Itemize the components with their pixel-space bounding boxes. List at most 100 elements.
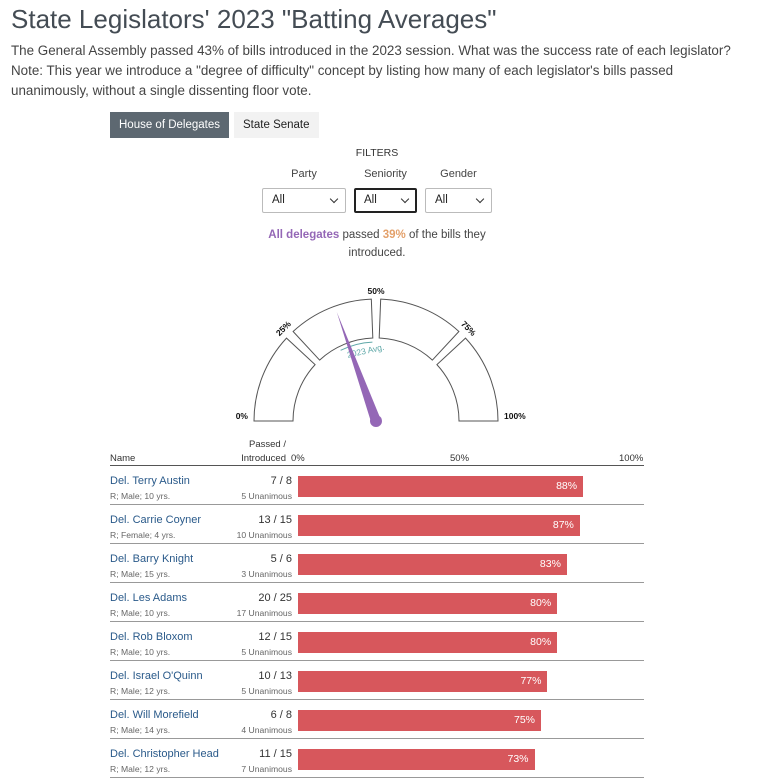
passed-introduced: 20 / 25 [258, 592, 292, 604]
gender-filter-label: Gender [440, 168, 477, 180]
summary-text: All delegates passed 39% of the bills th… [262, 226, 492, 262]
pass-rate-bar: 80% [298, 632, 558, 653]
gauge-needle-hub [370, 415, 382, 427]
row-divider [110, 621, 644, 622]
legislator-name-link[interactable]: Del. Christopher Head [110, 748, 219, 760]
tab-state-senate[interactable]: State Senate [234, 112, 319, 138]
gauge-chart: 2023 Avg. 0% 25% 50% 75% 100% [236, 286, 526, 427]
column-header-introduced: Introduced [241, 453, 286, 464]
summary-tail: of the bills they introduced. [348, 229, 486, 259]
gauge-label-75: 75% [459, 319, 478, 338]
pass-rate-bar: 87% [298, 515, 580, 536]
party-select-value: All [272, 194, 285, 206]
row-divider [110, 738, 644, 739]
pass-rate-bar: 80% [298, 593, 558, 614]
unanimous-count: 10 Unanimous [236, 530, 292, 540]
unanimous-count: 7 Unanimous [241, 764, 292, 774]
legislator-meta: R; Male; 10 yrs. [110, 491, 171, 501]
pass-rate-bar: 83% [298, 554, 567, 575]
table-row: Del. Carrie Coyner R; Female; 4 yrs. 13 / … [110, 505, 644, 544]
summary-mid: passed [342, 229, 380, 241]
table-row: Del. Israel O'Quinn R; Male; 12 yrs. 10 / … [110, 661, 644, 700]
legislator-meta: R; Male; 12 yrs. [110, 764, 171, 774]
gauge-label-50: 50% [367, 286, 384, 296]
unanimous-count: 4 Unanimous [241, 725, 292, 735]
tab-house-of-delegates[interactable]: House of Delegates [110, 112, 230, 138]
column-header-passed: Passed / [249, 439, 286, 450]
legislator-meta: R; Male; 10 yrs. [110, 608, 171, 618]
unanimous-count: 5 Unanimous [241, 491, 292, 501]
gauge-segment [292, 298, 374, 361]
seniority-select[interactable]: All [354, 188, 417, 213]
seniority-select-value: All [364, 194, 377, 206]
bar-value-label: 80% [530, 597, 552, 609]
gauge-segment [436, 337, 499, 422]
intro-text: The General Assembly passed 43% of bills… [11, 43, 731, 98]
legislator-name-link[interactable]: Del. Les Adams [110, 592, 188, 604]
gauge-label-100: 100% [504, 411, 526, 421]
party-select[interactable]: All [262, 188, 346, 213]
gauge-label-25: 25% [274, 319, 293, 338]
gauge-needle [336, 311, 381, 423]
bar-value-label: 83% [539, 558, 561, 570]
bar-value-label: 88% [556, 480, 578, 492]
bar-value-label: 77% [520, 675, 542, 687]
passed-introduced: 5 / 6 [270, 553, 292, 565]
summary-group: All delegates [268, 229, 340, 241]
row-divider [110, 699, 644, 700]
gauge-label-0: 0% [236, 411, 249, 421]
unanimous-count: 5 Unanimous [241, 647, 292, 657]
passed-introduced: 7 / 8 [270, 475, 292, 487]
table-header-divider [110, 465, 644, 466]
row-divider [110, 660, 644, 661]
filters-heading: FILTERS [355, 147, 399, 159]
avg-marker-arc [340, 341, 373, 351]
row-divider [110, 504, 644, 505]
table-row: Del. Terry Austin R; Male; 10 yrs. 7 / 8 5 … [110, 466, 644, 505]
legislator-name-link[interactable]: Del. Barry Knight [110, 553, 194, 565]
seniority-filter-label: Seniority [364, 168, 407, 180]
bar-value-label: 80% [530, 636, 552, 648]
legislator-name-link[interactable]: Del. Terry Austin [110, 475, 190, 487]
table-row: Del. Will Morefield R; Male; 14 yrs. 6 / 8… [110, 700, 644, 739]
table-row: Del. Christopher Head R; Male; 12 yrs. 11 … [110, 739, 644, 778]
unanimous-count: 5 Unanimous [241, 686, 292, 696]
legislator-meta: R; Female; 4 yrs. [110, 530, 176, 540]
pass-rate-bar: 73% [298, 749, 535, 770]
legislator-name-link[interactable]: Del. Will Morefield [110, 709, 199, 721]
summary-pct: 39% [382, 229, 406, 241]
legislator-name-link[interactable]: Del. Rob Bloxom [110, 631, 193, 643]
gender-select-value: All [435, 194, 448, 206]
chevron-down-icon [475, 194, 485, 204]
row-divider [110, 582, 644, 583]
legislator-meta: R; Male; 15 yrs. [110, 569, 171, 579]
axis-tick-0: 0% [291, 453, 305, 464]
page-title: State Legislators' 2023 "Batting Average… [11, 4, 497, 34]
passed-introduced: 6 / 8 [270, 709, 292, 721]
row-divider [110, 777, 644, 778]
axis-tick-100: 100% [619, 453, 644, 464]
gender-select[interactable]: All [425, 188, 492, 213]
passed-introduced: 10 / 13 [258, 670, 292, 682]
passed-introduced: 12 / 15 [258, 631, 292, 643]
legislator-meta: R; Male; 10 yrs. [110, 647, 171, 657]
pass-rate-bar: 88% [298, 476, 584, 497]
gauge-segment [378, 298, 460, 361]
chevron-down-icon [400, 194, 410, 204]
bar-value-label: 73% [507, 753, 529, 765]
gauge-segment [253, 337, 316, 422]
bar-value-label: 75% [513, 714, 535, 726]
chevron-down-icon [329, 194, 339, 204]
bar-value-label: 87% [552, 519, 574, 531]
gauge-segments [253, 298, 499, 422]
pass-rate-bar: 75% [298, 710, 541, 731]
legislator-name-link[interactable]: Del. Israel O'Quinn [110, 670, 203, 682]
row-divider [110, 543, 644, 544]
passed-introduced: 13 / 15 [258, 514, 292, 526]
legislator-meta: R; Male; 14 yrs. [110, 725, 171, 735]
passed-introduced: 11 / 15 [259, 748, 292, 760]
unanimous-count: 17 Unanimous [236, 608, 292, 618]
table-row: Del. Les Adams R; Male; 10 yrs. 20 / 25 17 … [110, 583, 644, 622]
pass-rate-bar: 77% [298, 671, 548, 692]
legislator-name-link[interactable]: Del. Carrie Coyner [110, 514, 202, 526]
